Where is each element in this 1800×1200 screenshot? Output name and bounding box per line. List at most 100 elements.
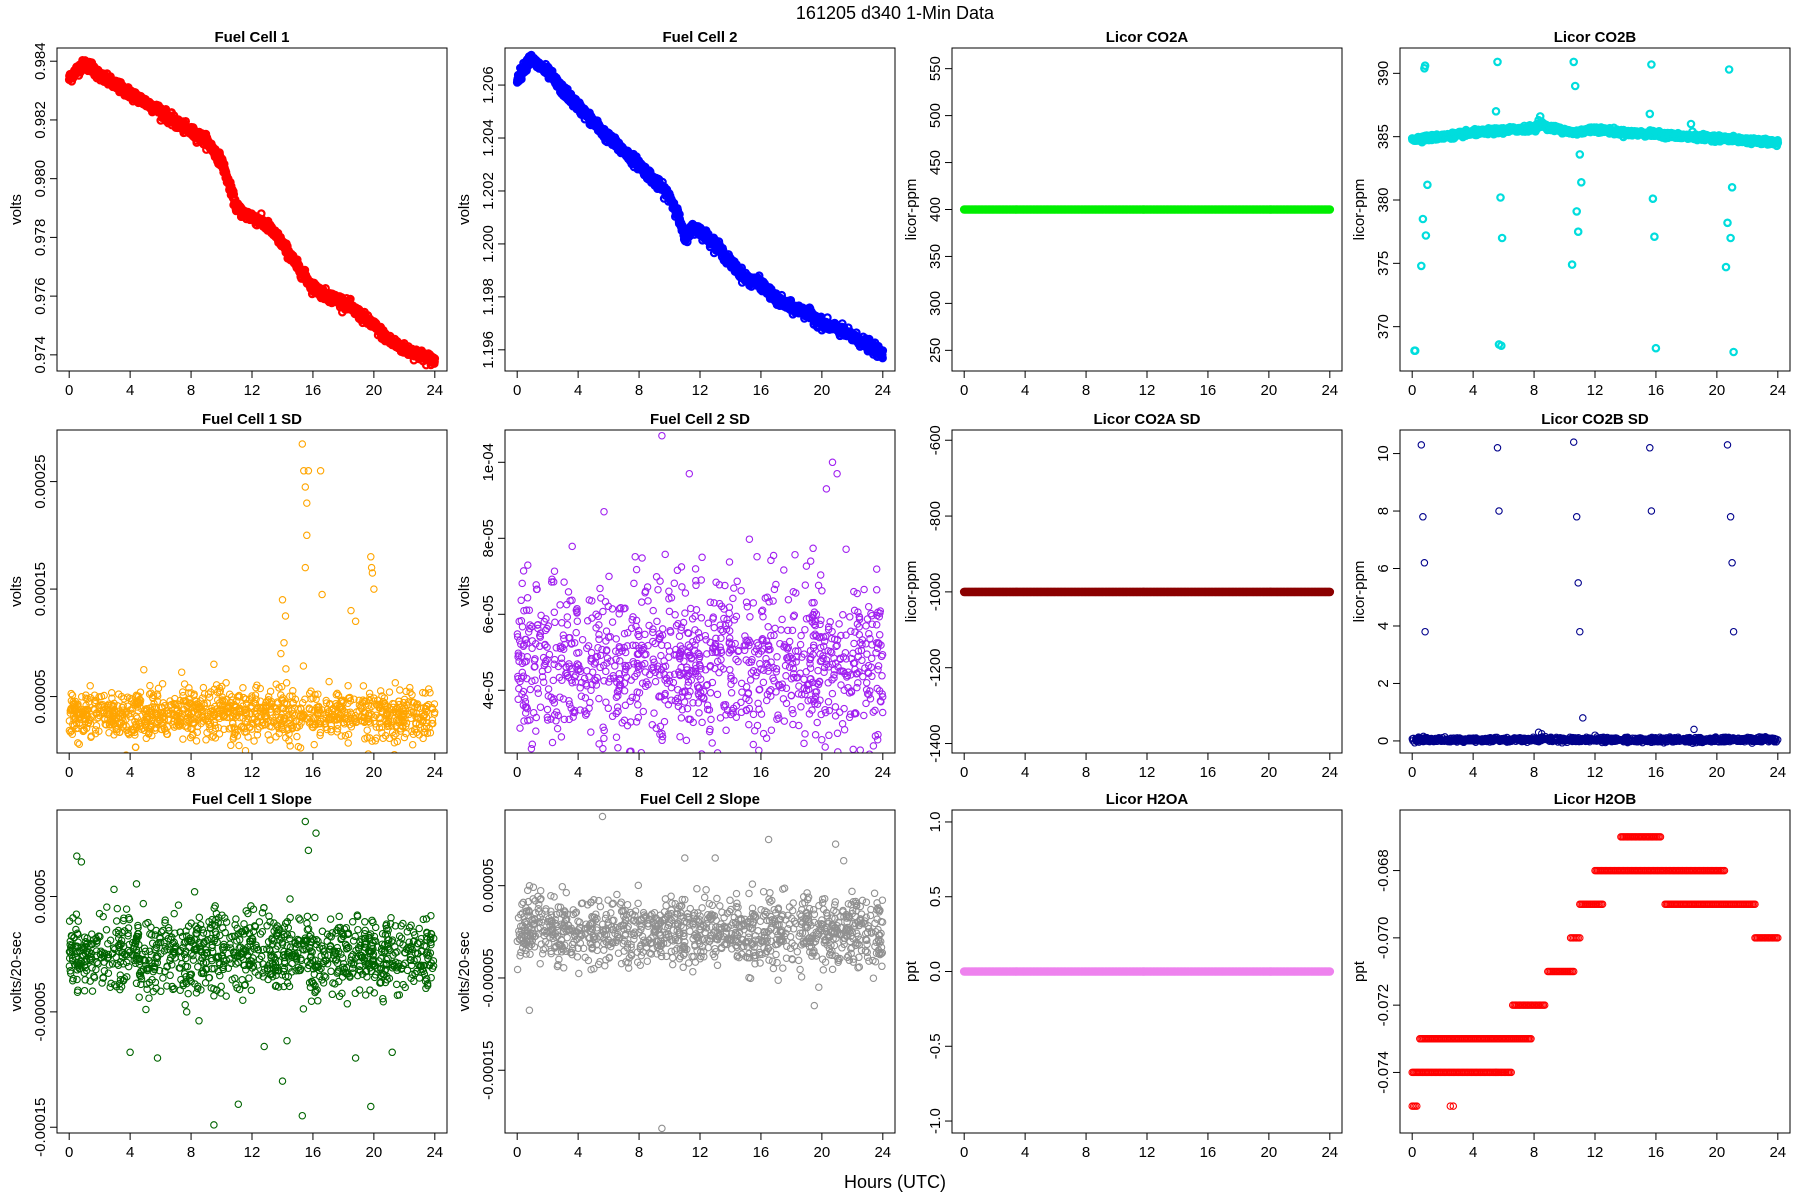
- panel-4: Fuel Cell 1 SD0 4 8 12 16 20 240.000050.000150…: [8, 411, 448, 781]
- data-point: [1496, 193, 1505, 202]
- data-point: [1721, 262, 1731, 272]
- data-point: [1493, 57, 1502, 67]
- x-tick-label: 16: [753, 382, 770, 399]
- data-point: [77, 693, 86, 701]
- data-point: [1410, 346, 1420, 356]
- data-point: [1421, 231, 1431, 240]
- data-point: [310, 740, 318, 749]
- y-tick-label: 400: [927, 197, 944, 222]
- y-tick-label: 0.976: [32, 277, 49, 315]
- data-point: [282, 679, 291, 687]
- data-point: [344, 739, 352, 747]
- y-tick-label: 1.202: [480, 172, 497, 210]
- data-point: [1726, 233, 1735, 243]
- data-point: [426, 688, 434, 697]
- data-point: [1325, 205, 1335, 214]
- y-tick-label: 375: [1375, 251, 1392, 276]
- y-tick-label: 450: [927, 150, 944, 175]
- data-point: [350, 695, 358, 703]
- data-point: [105, 728, 113, 737]
- x-tick-label: 4: [574, 382, 582, 399]
- data-point: [1567, 260, 1577, 269]
- data-point: [1569, 57, 1579, 67]
- data-points: [64, 55, 440, 370]
- figure-xlabel: Hours (UTC): [844, 1172, 946, 1192]
- data-point: [1573, 227, 1583, 237]
- y-tick-label: 0.974: [32, 336, 49, 374]
- x-tick-label: 20: [1709, 382, 1726, 399]
- y-tick-label: 390: [1375, 61, 1392, 86]
- data-points: [1407, 57, 1783, 357]
- data-point: [211, 734, 220, 742]
- data-point: [267, 717, 275, 725]
- data-point: [347, 723, 356, 731]
- panel-title: Licor CO2B: [1554, 29, 1637, 46]
- data-point: [284, 725, 293, 734]
- data-point: [252, 683, 260, 692]
- data-point: [430, 357, 439, 367]
- x-tick-label: 24: [1769, 382, 1786, 399]
- x-tick-label: 20: [366, 382, 383, 399]
- y-tick-label: 500: [927, 103, 944, 128]
- y-tick-label: 1.196: [480, 331, 497, 369]
- data-point: [204, 690, 213, 698]
- data-point: [1491, 107, 1501, 116]
- x-tick-label: 20: [814, 382, 831, 399]
- data-point: [202, 736, 210, 744]
- panel-title: Licor CO2A: [1106, 29, 1189, 46]
- y-tick-label: 0.984: [32, 42, 49, 80]
- data-point: [877, 350, 887, 360]
- data-point: [360, 697, 369, 706]
- data-point: [1645, 109, 1655, 119]
- data-point: [1729, 347, 1738, 357]
- y-tick-label: 1.198: [480, 278, 497, 316]
- y-tick-label: 250: [927, 338, 944, 363]
- data-point: [311, 690, 319, 699]
- data-point: [95, 693, 103, 701]
- x-tick-label: 20: [1261, 382, 1278, 399]
- plot-frame: [1399, 47, 1791, 372]
- x-tick-label: 4: [126, 382, 134, 399]
- x-tick-label: 16: [305, 382, 322, 399]
- x-tick-label: 0: [65, 382, 73, 399]
- data-point: [1650, 232, 1659, 242]
- data-point: [1686, 119, 1696, 129]
- y-axis-label: volts: [8, 194, 25, 225]
- y-tick-label: 0.982: [32, 101, 49, 139]
- data-point: [86, 693, 95, 702]
- x-tick-label: 12: [692, 382, 709, 399]
- x-tick-label: 12: [1139, 382, 1156, 399]
- data-point: [286, 742, 294, 750]
- x-tick-label: 8: [1530, 382, 1538, 399]
- x-tick-label: 24: [874, 382, 891, 399]
- y-tick-label: 0.978: [32, 219, 49, 257]
- data-point: [1570, 81, 1580, 91]
- data-point: [1688, 127, 1697, 136]
- data-point: [100, 691, 108, 700]
- data-point: [192, 737, 201, 745]
- x-tick-label: 16: [1648, 382, 1665, 399]
- x-tick-label: 0: [1408, 382, 1416, 399]
- y-tick-label: 0.980: [32, 160, 49, 198]
- panel-0: Fuel Cell 10 4 8 12 16 20 240.9740.9760.9780.9…: [8, 29, 448, 399]
- y-tick-label: 300: [927, 291, 944, 316]
- data-point: [1577, 178, 1586, 187]
- data-point: [363, 726, 371, 734]
- data-point: [1723, 218, 1732, 228]
- x-tick-label: 12: [1587, 382, 1604, 399]
- data-points: [959, 205, 1335, 214]
- data-points: [65, 440, 439, 753]
- data-point: [1497, 341, 1506, 351]
- y-tick-label: 350: [927, 244, 944, 269]
- data-point: [1417, 261, 1426, 271]
- data-point: [1572, 207, 1582, 216]
- data-point: [1647, 60, 1656, 69]
- data-point: [418, 688, 427, 697]
- x-tick-label: 8: [1082, 382, 1090, 399]
- y-tick-label: 380: [1375, 187, 1392, 212]
- data-point: [208, 733, 216, 741]
- y-axis-label: licor-ppm: [1351, 179, 1368, 241]
- y-tick-label: 550: [927, 56, 944, 81]
- data-point: [385, 688, 394, 696]
